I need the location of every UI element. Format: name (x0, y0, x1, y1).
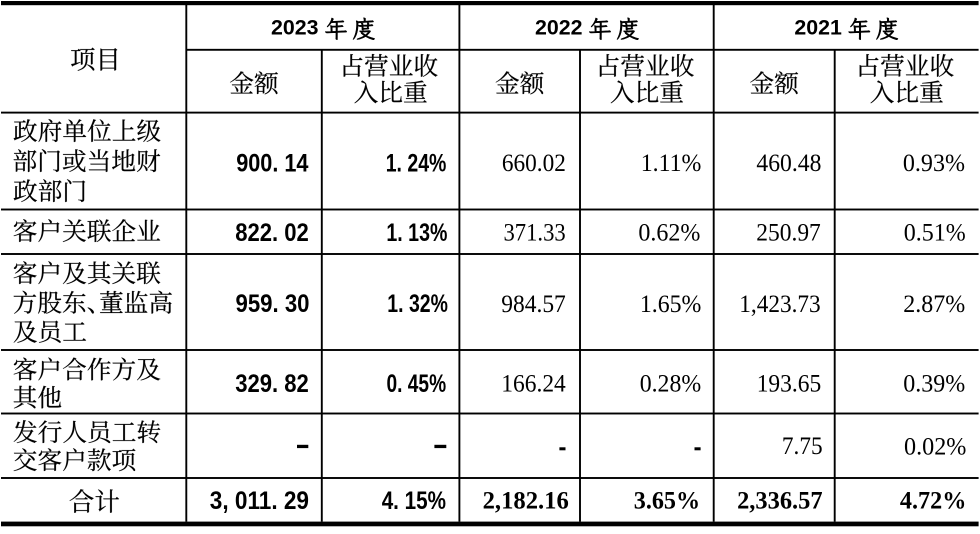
svg-text:3, 011. 29: 3, 011. 29 (210, 487, 309, 515)
svg-text:1,423.73: 1,423.73 (739, 290, 820, 318)
svg-text:822. 02: 822. 02 (235, 219, 309, 247)
svg-text:2.87%: 2.87% (903, 290, 965, 318)
svg-text:2,336.57: 2,336.57 (737, 487, 823, 515)
svg-text:0.62%: 0.62% (638, 219, 700, 247)
svg-text:4. 15%: 4. 15% (382, 487, 446, 515)
svg-text:984.57: 984.57 (501, 290, 566, 318)
svg-text:329. 82: 329. 82 (235, 370, 309, 398)
svg-text:959. 30: 959. 30 (236, 290, 310, 318)
svg-text:1. 13%: 1. 13% (386, 219, 447, 247)
svg-text:2023: 2023 (271, 15, 319, 39)
svg-text:7.75: 7.75 (782, 432, 823, 460)
svg-text:193.65: 193.65 (757, 370, 822, 398)
svg-text:1. 24%: 1. 24% (386, 150, 447, 178)
svg-text:460.48: 460.48 (756, 149, 821, 177)
svg-text:1.11%: 1.11% (641, 149, 702, 177)
svg-text:250.97: 250.97 (756, 219, 821, 247)
svg-text:0.93%: 0.93% (903, 149, 965, 177)
svg-text:4.72%: 4.72% (900, 487, 967, 515)
svg-text:0.39%: 0.39% (903, 370, 965, 398)
svg-text:371.33: 371.33 (504, 219, 566, 247)
svg-text:1. 32%: 1. 32% (387, 290, 448, 318)
svg-text:900. 14: 900. 14 (236, 150, 308, 178)
svg-text:0.28%: 0.28% (640, 370, 702, 398)
svg-text:2021: 2021 (794, 15, 842, 39)
svg-text:0. 45%: 0. 45% (387, 370, 447, 398)
svg-text:3.65%: 3.65% (634, 487, 700, 515)
svg-text:1.65%: 1.65% (640, 290, 702, 318)
svg-text:2,182.16: 2,182.16 (483, 487, 569, 515)
svg-text:2022: 2022 (535, 15, 583, 39)
svg-text:0.02%: 0.02% (904, 432, 966, 460)
svg-text:166.24: 166.24 (501, 370, 566, 398)
svg-text:660.02: 660.02 (502, 149, 566, 177)
svg-text:0.51%: 0.51% (904, 219, 966, 247)
